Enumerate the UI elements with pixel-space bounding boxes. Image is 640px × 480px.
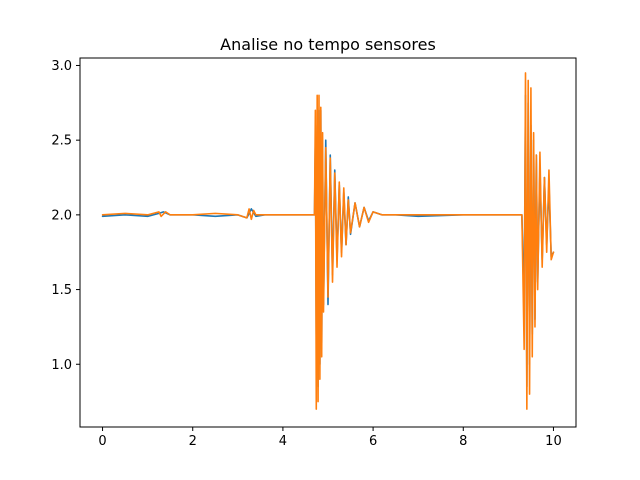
y-tick-label: 2.0 <box>51 208 72 223</box>
x-tick-label: 10 <box>545 434 562 449</box>
plot-frame <box>79 57 577 428</box>
x-tick-label: 8 <box>459 434 467 449</box>
x-tick-label: 4 <box>279 434 287 449</box>
series-line-2 <box>101 72 555 410</box>
y-tick-label: 1.0 <box>51 358 72 373</box>
y-tick-label: 3.0 <box>51 59 72 74</box>
series-layer <box>101 72 555 410</box>
x-tick-label: 6 <box>369 434 377 449</box>
x-tick-label: 2 <box>189 434 197 449</box>
y-tick-label: 1.5 <box>51 283 72 298</box>
chart-title: Analise no tempo sensores <box>220 35 436 54</box>
x-tick-label: 0 <box>98 434 106 449</box>
y-tick-label: 2.5 <box>51 134 72 149</box>
axes-layer: 0 2 4 6 8 10 1.0 1.5 2.0 2.5 3.0 <box>51 57 577 449</box>
